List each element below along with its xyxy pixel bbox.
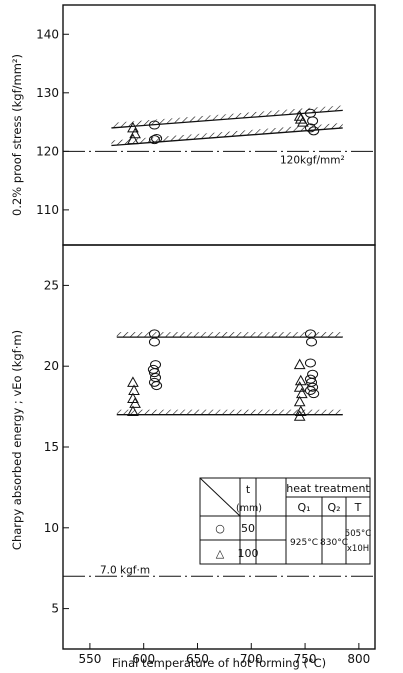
circle-point — [151, 381, 163, 391]
legend-header-unit: (mm) — [236, 503, 262, 514]
y-tick-label: 20 — [44, 359, 59, 373]
legend-table: t (mm) heat treatment Q₁ Q₂ T ○ 50 △ 100… — [199, 477, 371, 565]
circle-point — [307, 369, 319, 379]
y-tick-label: 25 — [44, 278, 59, 292]
triangle-point — [295, 387, 308, 399]
band-hatch — [111, 122, 343, 146]
legend-header-q1: Q₁ — [297, 501, 310, 514]
y-tick-label: 5 — [51, 602, 59, 616]
circle-point — [150, 360, 162, 370]
circle-point — [148, 120, 160, 130]
circle-point — [307, 116, 319, 126]
legend-row-triangle-symbol: △ — [216, 547, 225, 560]
legend-header-T: T — [354, 501, 362, 514]
circle-point — [308, 126, 320, 136]
x-tick-label: 650 — [186, 652, 209, 666]
triangle-point — [129, 397, 141, 408]
y-tick-label: 120 — [36, 144, 59, 158]
circle-point — [148, 368, 160, 378]
circle-point — [148, 135, 160, 145]
triangle-point — [294, 113, 307, 124]
x-tick-label: 600 — [132, 652, 155, 666]
x-tick-label: 550 — [78, 652, 101, 666]
legend-T2-value: x10H — [347, 544, 369, 554]
circle-point — [306, 337, 318, 347]
legend-header-t: t — [246, 483, 251, 496]
triangle-point — [127, 405, 139, 416]
circle-point — [304, 123, 316, 133]
lower-y-axis-ticks: 5 10 15 20 25 — [44, 278, 69, 616]
upper-y-axis-label: 0.2% proof stress (kgf/mm²) — [10, 54, 24, 216]
upper-scatter-bands — [111, 105, 343, 147]
triangle-point — [127, 133, 139, 145]
reference-lines: 120kgf/mm² 7.0 kgf·m — [63, 150, 375, 577]
circle-point — [304, 385, 316, 395]
legend-header-heat-treatment: heat treatment — [286, 482, 370, 495]
y-tick-label: 15 — [44, 440, 59, 454]
y-tick-label: 130 — [36, 86, 59, 100]
band-hatch — [116, 332, 343, 338]
triangle-point — [293, 410, 306, 421]
x-axis-label: Final temperature of hot forming (°C) — [112, 656, 326, 670]
circle-point — [304, 358, 316, 368]
band-boundary-line — [111, 127, 343, 147]
lower-panel-frame — [62, 244, 376, 650]
triangle-point — [293, 395, 306, 407]
x-axis-ticks: 550 600 650 700 750 800 — [78, 643, 370, 666]
legend-row-circle-symbol: ○ — [215, 522, 225, 535]
data-points — [127, 108, 320, 421]
y-tick-label: 10 — [44, 521, 59, 535]
legend-q1-value: 925°C — [290, 538, 318, 548]
band-hatch — [111, 105, 343, 128]
x-tick-label: 700 — [240, 652, 263, 666]
legend-row-circle-t: 50 — [241, 522, 255, 535]
triangle-point — [293, 358, 306, 370]
triangle-point — [127, 376, 139, 387]
legend-q2-value: 830°C — [320, 538, 348, 548]
y-tick-label: 110 — [36, 203, 59, 217]
legend-table-diagonal — [199, 477, 241, 517]
legend-T1-value: 505°C — [345, 529, 371, 539]
legend-table-frame — [199, 477, 371, 565]
upper-y-axis-ticks: 110 120 130 140 — [36, 27, 69, 217]
circle-point — [151, 133, 163, 143]
circle-point — [308, 389, 320, 399]
x-tick-label: 800 — [347, 652, 370, 666]
triangle-point — [294, 405, 307, 416]
reference-line-label: 7.0 kgf·m — [100, 564, 150, 576]
x-tick-label: 750 — [294, 652, 317, 666]
legend-header-q2: Q₂ — [327, 501, 340, 514]
y-tick-label: 140 — [36, 27, 59, 41]
triangle-point — [293, 381, 306, 392]
reference-line-label: 120kgf/mm² — [280, 154, 345, 166]
band-hatch — [116, 409, 343, 415]
circle-point — [148, 337, 160, 347]
legend-row-triangle-t: 100 — [238, 547, 259, 560]
lower-y-axis-label: Charpy absorbed energy ; vEo (kgf·m) — [10, 330, 24, 550]
